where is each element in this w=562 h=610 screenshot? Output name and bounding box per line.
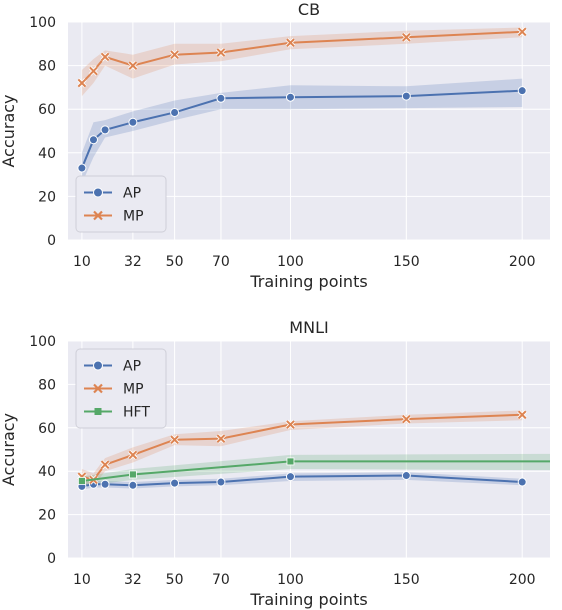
y-tick-label: 100 [29, 15, 56, 31]
data-point-mp [286, 38, 295, 48]
ci-band-mp [81, 410, 523, 487]
data-point-mp [517, 27, 527, 37]
x-tick-label: 200 [509, 254, 536, 270]
data-point-mp [170, 50, 179, 60]
data-point-ap [285, 472, 295, 482]
y-axis-label: Accuracy [0, 413, 18, 486]
data-point-mp [100, 52, 110, 62]
legend-label-hft: HFT [123, 405, 150, 421]
x-tick-label: 10 [73, 254, 91, 270]
chart-mnli: 0 20 40 60 80 100 10 32 50 70 100 150 200 Training po… [0, 318, 551, 609]
x-axis-label: Training points [249, 590, 367, 609]
series-line-hft [81, 460, 550, 482]
legend-label-ap: AP [123, 186, 141, 202]
data-point-ap [517, 477, 527, 487]
x-tick-label: 200 [509, 572, 536, 588]
legend-label-ap: AP [123, 359, 141, 375]
x-tick-label: 50 [166, 572, 184, 588]
data-point-mp [517, 410, 527, 420]
ci-band-mp [81, 27, 523, 97]
data-point-ap [88, 135, 98, 145]
chart-title: CB [298, 0, 320, 19]
legend-marker-mp [93, 210, 103, 221]
legend-label-mp: MP [123, 382, 144, 398]
legend [75, 175, 167, 233]
y-axis-label: Accuracy [0, 94, 18, 167]
data-point-ap [216, 93, 226, 103]
y-tick-label: 80 [38, 59, 56, 75]
data-point-ap [216, 477, 226, 487]
x-tick-label: 50 [166, 254, 184, 270]
data-point-mp [100, 460, 110, 469]
data-point-ap [401, 471, 411, 481]
legend-marker-ap [93, 360, 103, 371]
x-tick-label: 70 [212, 572, 230, 588]
data-point-mp [216, 434, 226, 443]
data-point-ap [170, 107, 180, 117]
y-tick-label: 0 [47, 551, 56, 567]
data-point-mp [128, 450, 138, 460]
data-point-hft [128, 470, 137, 479]
y-tick-label: 0 [47, 233, 56, 249]
data-point-ap [401, 91, 411, 101]
data-point-hft [78, 477, 86, 485]
data-point-hft [286, 457, 295, 466]
data-point-mp [216, 48, 226, 57]
data-point-ap [517, 86, 527, 96]
legend-marker-mp [93, 383, 103, 394]
y-tick-label: 20 [38, 189, 56, 205]
data-point-ap [100, 479, 110, 489]
data-point-ap [100, 125, 110, 135]
chart-title: MNLI [289, 318, 328, 337]
data-point-mp [89, 66, 98, 76]
data-point-mp [128, 61, 138, 70]
x-axis-label: Training points [249, 272, 367, 291]
data-point-ap [128, 117, 138, 127]
legend-marker-hft [94, 408, 102, 415]
y-tick-label: 100 [29, 334, 56, 350]
x-tick-label: 150 [393, 572, 420, 588]
data-point-mp [402, 32, 411, 42]
x-tick-label: 150 [393, 254, 420, 270]
x-tick-label: 100 [277, 572, 304, 588]
data-point-ap [128, 480, 138, 490]
x-tick-label: 32 [124, 572, 142, 588]
x-tick-label: 32 [124, 254, 142, 270]
data-point-ap [285, 92, 295, 102]
y-tick-label: 60 [38, 102, 56, 118]
chart-cb: 0 20 40 60 80 100 10 32 50 70 100 150 200 Training po… [0, 0, 550, 291]
legend-marker-ap [93, 187, 103, 198]
y-tick-label: 40 [38, 464, 56, 480]
data-point-ap [77, 163, 87, 173]
ci-band-ap [81, 78, 523, 184]
data-point-mp [402, 414, 411, 424]
x-tick-label: 100 [277, 254, 304, 270]
y-tick-label: 80 [38, 377, 56, 393]
data-point-mp [286, 420, 295, 429]
y-tick-label: 60 [38, 421, 56, 437]
data-point-mp [77, 78, 87, 88]
y-tick-label: 20 [38, 508, 56, 524]
legend-label-mp: MP [123, 209, 144, 225]
data-point-mp [170, 435, 179, 445]
x-tick-label: 70 [212, 254, 230, 270]
x-tick-label: 10 [73, 572, 91, 588]
data-point-ap [170, 478, 180, 488]
y-tick-label: 40 [38, 146, 56, 162]
